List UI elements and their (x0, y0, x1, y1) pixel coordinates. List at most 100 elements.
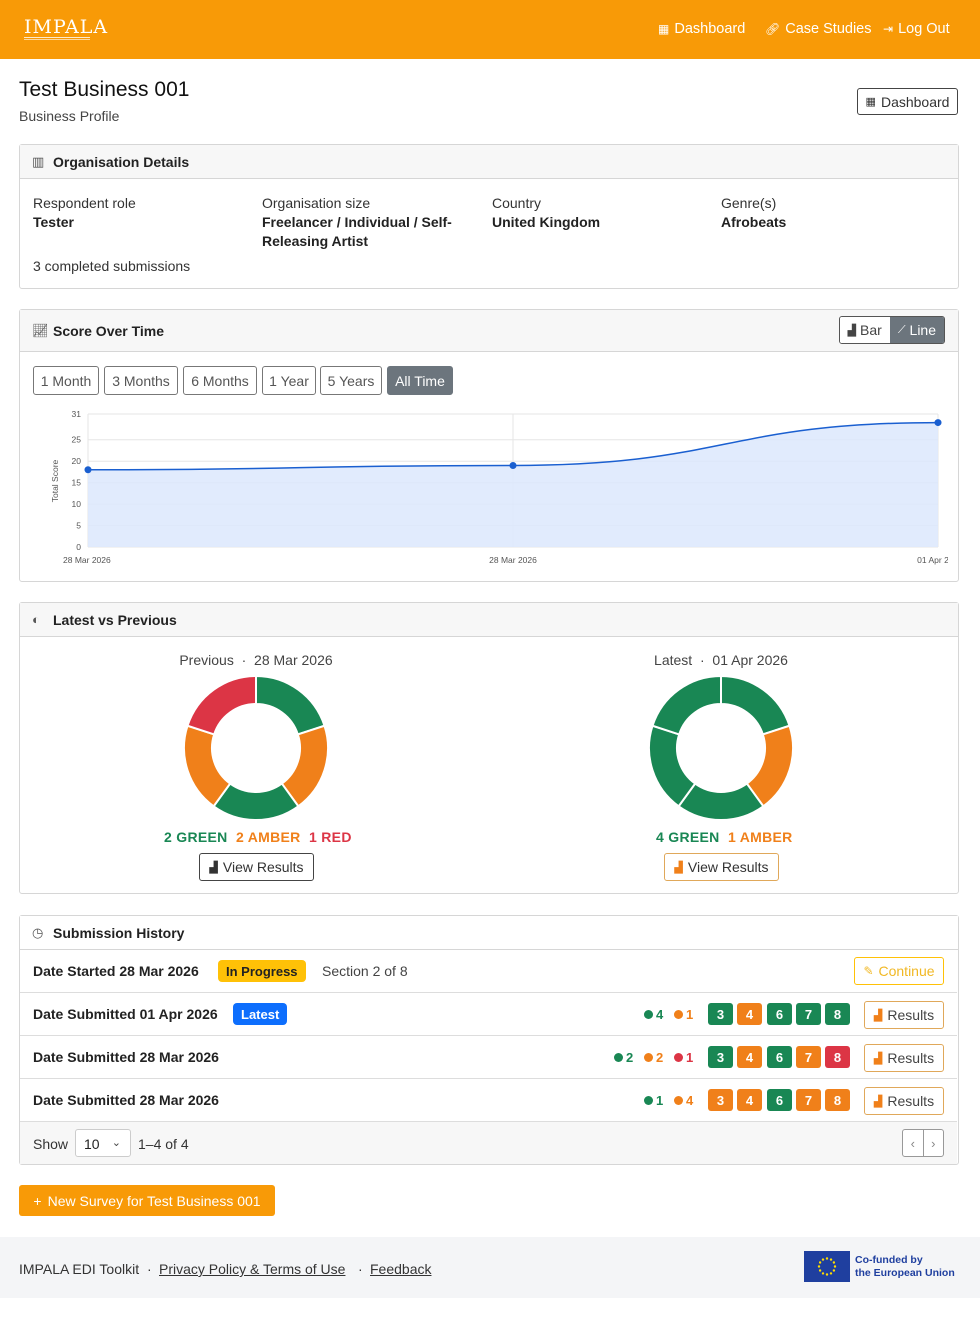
nav-case-studies-label: Case Studies (785, 21, 872, 37)
show-label: Show (33, 1136, 69, 1152)
eu-text-line2: the European Union (855, 1267, 955, 1279)
section-6-badge[interactable]: 6 (767, 1089, 792, 1111)
amber-count: 2 (644, 1050, 663, 1065)
range-5-years[interactable]: 5 Years (320, 366, 382, 395)
results-button[interactable]: ▟ Results (864, 1044, 944, 1072)
organisation-card: ▥ Organisation Details Respondent role T… (19, 144, 959, 289)
feedback-link[interactable]: Feedback (370, 1261, 431, 1277)
history-heading: Submission History (53, 925, 185, 941)
logout-icon: ⇥ (883, 22, 894, 36)
previous-view-results-button[interactable]: ▟ View Results (199, 853, 314, 881)
score-point (84, 466, 92, 474)
green-segment (648, 724, 697, 808)
latest-badge: Latest (233, 1003, 288, 1025)
pager: ‹ › (902, 1129, 944, 1157)
section-3-badge[interactable]: 3 (708, 1003, 733, 1025)
country-value: United Kingdom (492, 214, 601, 230)
nav-logout-link[interactable]: ⇥ Log Out (883, 21, 950, 37)
next-page-button[interactable]: › (931, 1135, 936, 1151)
bar-chart-icon: ▟ (873, 1052, 883, 1065)
y-tick-label: 0 (76, 542, 81, 552)
section-6-badge[interactable]: 6 (767, 1003, 792, 1025)
privacy-link[interactable]: Privacy Policy & Terms of Use (159, 1261, 345, 1277)
section-6-badge[interactable]: 6 (767, 1046, 792, 1068)
history-card: ◷ Submission History Date Started 28 Mar… (19, 915, 959, 1165)
section-progress: Section 2 of 8 (322, 963, 408, 979)
nav-case-studies-link[interactable]: 🔗︎ Case Studies (765, 21, 871, 37)
score-line-chart: Total Score 0 5 10 15 20 25 31 28 Mar 2026 28 Ma… (50, 409, 948, 565)
y-tick-label: 15 (72, 478, 82, 488)
amber-dot-icon (674, 1010, 683, 1019)
logo-underline (24, 37, 90, 40)
section-7-badge[interactable]: 7 (796, 1089, 821, 1111)
section-8-badge[interactable]: 8 (825, 1089, 850, 1111)
y-axis-title: Total Score (50, 459, 60, 502)
eu-text-line1: Co-funded by (855, 1254, 923, 1266)
red-count: 1 (674, 1050, 693, 1065)
genre-label: Genre(s) (721, 195, 777, 211)
red-count-value: 1 (686, 1050, 694, 1065)
new-survey-button[interactable]: + New Survey for Test Business 001 (19, 1185, 275, 1216)
previous-donut-chart (183, 674, 329, 821)
page-title: Test Business 001 (19, 78, 190, 101)
respondent-role-value: Tester (33, 214, 74, 230)
range-1-month[interactable]: 1 Month (33, 366, 99, 395)
range-text: 1–4 of 4 (138, 1136, 189, 1152)
section-4-badge[interactable]: 4 (737, 1089, 762, 1111)
link-icon: 🔗︎ (765, 22, 781, 36)
chart-type-toggle: ▟ Bar ⟋ Line (838, 316, 945, 344)
latest-green-count: 4 GREEN (656, 829, 720, 845)
line-chart-icon: ⟋ (897, 323, 906, 336)
results-button[interactable]: ▟ Results (864, 1001, 944, 1029)
y-tick-label: 10 (72, 499, 82, 509)
amber-dot-icon (644, 1053, 653, 1062)
amber-segment (183, 724, 232, 808)
footer-name: IMPALA EDI Toolkit (19, 1261, 140, 1277)
range-6-months[interactable]: 6 Months (183, 366, 257, 395)
range-3-months[interactable]: 3 Months (104, 366, 178, 395)
dashboard-button[interactable]: ▦ Dashboard (857, 88, 958, 115)
history-row-submission: Date Submitted 01 Apr 2026 Latest 4 1 3 … (20, 993, 957, 1036)
footer: IMPALA EDI Toolkit · Privacy Policy & Te… (0, 1237, 980, 1298)
section-3-badge[interactable]: 3 (708, 1046, 733, 1068)
organisation-heading: Organisation Details (53, 154, 190, 170)
x-tick-label: 28 Mar 2026 (63, 555, 111, 565)
x-tick-label: 28 Mar 2026 (489, 555, 537, 565)
bar-view-button[interactable]: ▟ Bar (839, 317, 890, 343)
section-4-badge[interactable]: 4 (737, 1003, 762, 1025)
range-all-time[interactable]: All Time (387, 366, 453, 395)
bar-chart-icon: ▟ (847, 324, 857, 337)
eu-flag-icon (804, 1251, 850, 1282)
footer-separator: · (358, 1261, 363, 1277)
half-circle-icon: ◐ (32, 612, 40, 627)
section-7-badge[interactable]: 7 (796, 1046, 821, 1068)
latest-view-results-label: View Results (687, 859, 769, 875)
prev-page-button[interactable]: ‹ (903, 1130, 924, 1156)
score-area (88, 422, 938, 547)
privacy-link-text[interactable]: Privacy Policy & Terms of Use (159, 1261, 346, 1277)
page-subtitle: Business Profile (19, 108, 120, 124)
section-4-badge[interactable]: 4 (737, 1046, 762, 1068)
nav-dashboard-link[interactable]: ▦ Dashboard (658, 21, 745, 37)
line-view-button[interactable]: ⟋ Line (889, 317, 944, 343)
score-point (934, 419, 942, 427)
section-8-badge[interactable]: 8 (825, 1046, 850, 1068)
range-1-year[interactable]: 1 Year (262, 366, 316, 395)
latest-label: Latest (654, 652, 693, 668)
feedback-link-text[interactable]: Feedback (370, 1261, 432, 1277)
results-button[interactable]: ▟ Results (864, 1087, 944, 1115)
section-3-badge[interactable]: 3 (708, 1089, 733, 1111)
latest-view-results-button[interactable]: ▟ View Results (664, 853, 779, 881)
in-progress-badge: In Progress (218, 960, 306, 982)
amber-count: 4 (674, 1093, 693, 1108)
green-count-value: 2 (626, 1050, 634, 1065)
green-dot-icon (644, 1010, 653, 1019)
section-7-badge[interactable]: 7 (796, 1003, 821, 1025)
page-size-select[interactable]: 10 ⌄ (75, 1129, 131, 1157)
red-segment (186, 674, 257, 736)
section-8-badge[interactable]: 8 (825, 1003, 850, 1025)
continue-button[interactable]: ✎ Continue (854, 957, 944, 985)
impala-logo[interactable]: IMPALA (24, 14, 107, 44)
latest-donut-chart (648, 674, 794, 821)
y-tick-label: 20 (72, 456, 82, 466)
